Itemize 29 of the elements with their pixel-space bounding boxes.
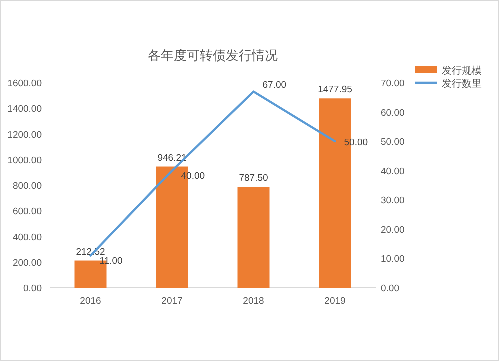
legend-label: 发行规模 — [442, 65, 482, 77]
y2-tick-label: 20.00 — [381, 224, 405, 236]
x-tick-label: 2017 — [162, 296, 183, 307]
y-tick-label: 1200.00 — [8, 130, 42, 141]
x-tick-label: 2018 — [243, 296, 264, 307]
data-label: 787.50 — [239, 173, 268, 184]
y2-tick-label: 60.00 — [381, 108, 405, 119]
y-tick-label: 0.00 — [24, 284, 42, 294]
y-tick-label: 1600.00 — [8, 78, 42, 90]
y-tick-label: 1000.00 — [8, 155, 42, 166]
y2-tick-label: 50.00 — [381, 137, 405, 148]
bar — [238, 187, 270, 288]
y-tick-label: 800.00 — [12, 181, 42, 192]
x-tick-label: 2019 — [324, 296, 346, 307]
y-tick-label: 400.00 — [12, 232, 42, 244]
y-tick-label: 200.00 — [12, 258, 42, 269]
data-label: 1477.95 — [318, 84, 352, 96]
data-label: 67.00 — [262, 80, 287, 91]
y2-tick-label: 70.00 — [381, 78, 405, 90]
legend-label: 发行数里 — [442, 79, 482, 90]
y2-tick-label: 40.00 — [381, 166, 405, 178]
y-tick-label: 1400.00 — [8, 104, 42, 116]
y2-tick-label: 30.00 — [381, 196, 405, 207]
x-tick-label: 2016 — [80, 296, 102, 307]
y-tick-label: 600.00 — [12, 206, 42, 218]
chart-title: 各年度可转债发行情况 — [148, 48, 278, 63]
data-label: 11.00 — [100, 256, 123, 267]
y2-tick-label: 10.00 — [381, 254, 405, 266]
y2-tick-label: 0.00 — [381, 284, 400, 294]
